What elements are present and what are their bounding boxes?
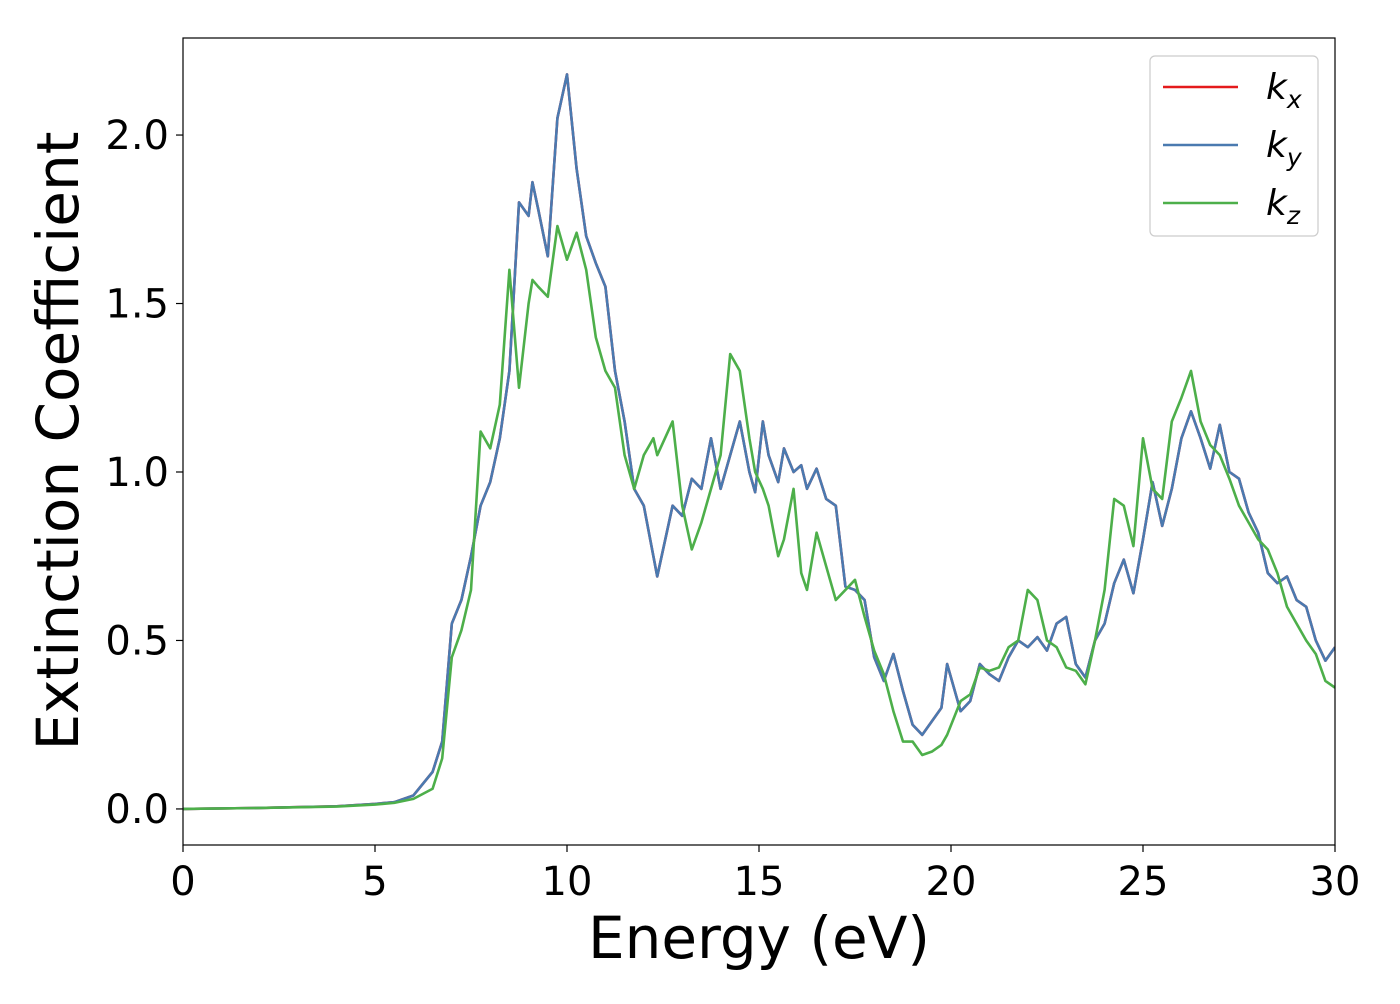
y-tick-label: 0.5 xyxy=(105,618,169,664)
data-line xyxy=(183,224,1335,811)
y-tick-label: 2.0 xyxy=(105,113,169,159)
y-tick-label: 0.0 xyxy=(105,787,169,833)
x-tick-label: 25 xyxy=(1118,859,1169,905)
legend-label: kz xyxy=(1266,183,1301,230)
data-line xyxy=(183,73,1335,811)
x-tick-label: 30 xyxy=(1310,859,1361,905)
plot-lines xyxy=(183,73,1335,811)
x-axis-label: Energy (eV) xyxy=(588,904,930,972)
x-tick-label: 20 xyxy=(926,859,977,905)
y-tick-label: 1.5 xyxy=(105,282,169,328)
x-tick-label: 5 xyxy=(362,859,387,905)
x-tick-label: 15 xyxy=(734,859,785,905)
x-tick-label: 10 xyxy=(542,859,593,905)
legend-label: kx xyxy=(1266,67,1302,114)
legend-label: ky xyxy=(1266,125,1303,172)
x-tick-label: 0 xyxy=(170,859,195,905)
y-tick-label: 1.0 xyxy=(105,450,169,496)
y-axis-label: Extinction Coefficient xyxy=(24,132,92,751)
